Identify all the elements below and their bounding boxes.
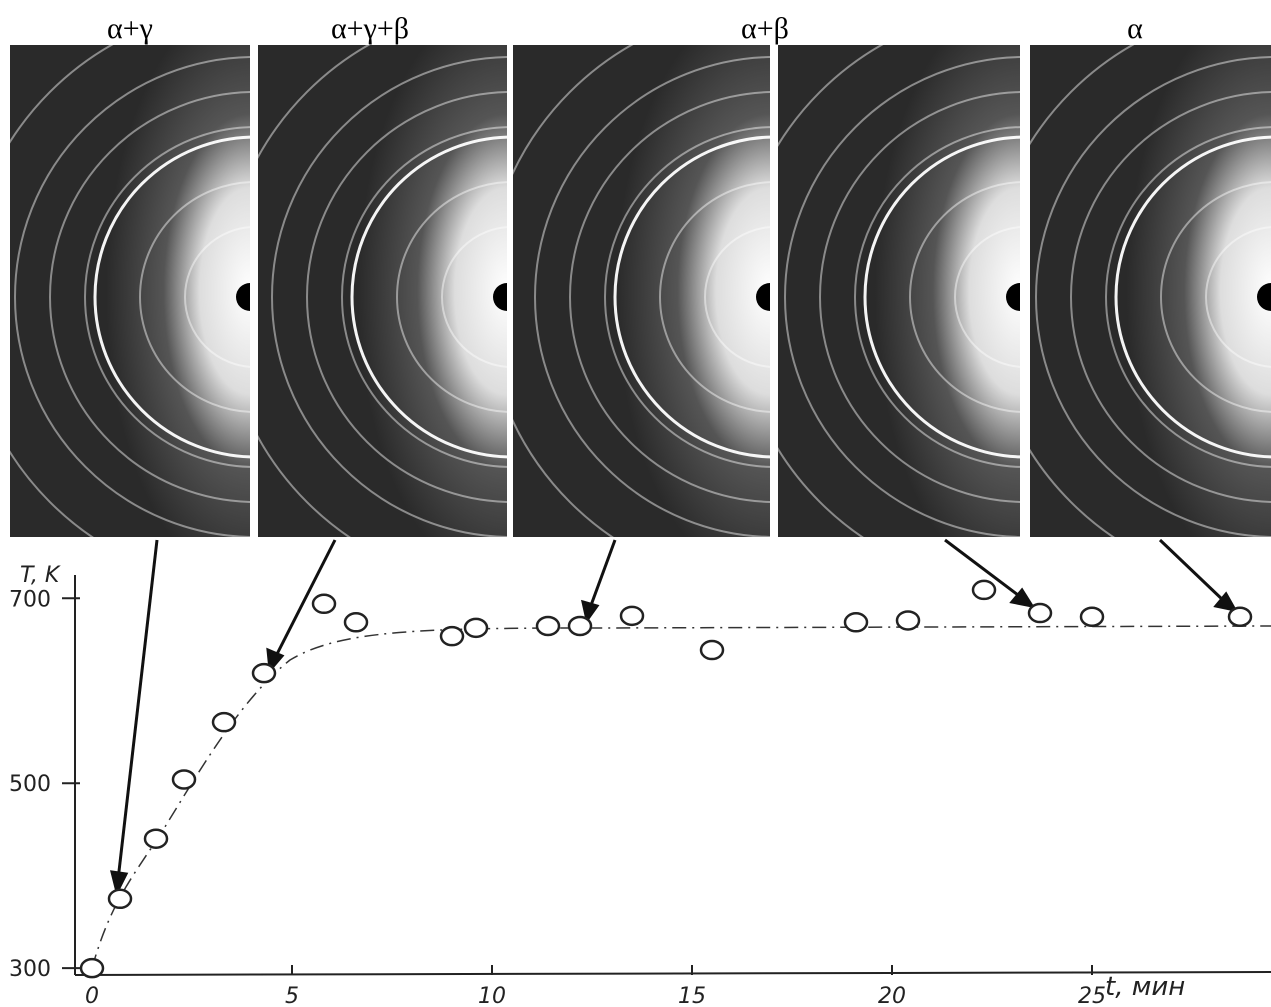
diffraction-image [778, 45, 1020, 537]
data-point [107, 888, 133, 910]
panel-label: α [1127, 12, 1143, 45]
data-point [843, 612, 869, 633]
x-tick-label: 25 [1078, 984, 1106, 1007]
x-tick-label: 5 [285, 984, 299, 1007]
data-point [79, 957, 105, 979]
panel-label: α+β [741, 12, 789, 45]
plot: 300 500 700 0 5 10 15 20 25 [9, 579, 1253, 1007]
arrow [588, 539, 617, 609]
diffraction-ring [396, 181, 507, 413]
diffraction-ring [14, 56, 250, 537]
beam-stop [1257, 283, 1271, 311]
data-point [463, 617, 489, 639]
data-point [343, 612, 369, 633]
diffraction-ring [909, 181, 1020, 413]
diffraction-ring [306, 91, 507, 503]
beam-stop [236, 283, 250, 311]
diffraction-ring [139, 181, 250, 413]
diffraction-ring [350, 135, 507, 459]
diffraction-panels: α+γ α+γ+β α+β α [10, 12, 1271, 537]
panel-label: α+γ+β [331, 12, 409, 45]
data-point [143, 828, 169, 849]
data-point [567, 615, 593, 637]
arrowhead [580, 599, 600, 624]
diffraction-ring [341, 126, 507, 468]
diffraction-ring [84, 126, 250, 468]
x-tick-label: 20 [878, 984, 906, 1007]
arrowhead [266, 647, 285, 674]
beam-stop [1006, 283, 1020, 311]
data-point [171, 769, 197, 790]
data-point [971, 579, 997, 601]
x-tick-label: 10 [478, 984, 506, 1007]
diffraction-ring [854, 126, 1020, 468]
diffraction-ring [184, 226, 250, 368]
arrow [944, 538, 1023, 600]
diffraction-ring [954, 226, 1020, 368]
diffraction-ring [863, 135, 1020, 459]
diffraction-ring [1035, 56, 1271, 537]
image-background [10, 45, 250, 537]
diffraction-ring [604, 126, 770, 468]
image-background [1030, 45, 1271, 537]
arrow [273, 539, 337, 659]
diffraction-image [513, 45, 770, 537]
data-point [439, 625, 465, 647]
diffraction-ring [1160, 181, 1271, 413]
image-background [778, 45, 1020, 537]
diffraction-ring [784, 56, 1020, 537]
diffraction-ring [271, 56, 507, 537]
data-point [535, 615, 561, 637]
diffraction-ring [819, 91, 1020, 503]
diffraction-ring [659, 181, 770, 413]
image-background [258, 45, 507, 537]
annotations: T, K t, мин [20, 538, 1271, 1002]
image-background [513, 45, 770, 537]
data-point [1027, 602, 1053, 624]
y-axis-label: T, K [20, 563, 61, 588]
diffraction-ring [569, 91, 770, 503]
beam-stop [493, 283, 507, 311]
data-point [1079, 606, 1105, 628]
x-tick-label: 0 [85, 984, 99, 1007]
x-tick-label: 15 [678, 984, 706, 1007]
diffraction-ring [49, 91, 250, 503]
diffraction-ring [1114, 135, 1271, 459]
y-tick-label: 500 [9, 772, 51, 797]
data-point [699, 639, 725, 661]
diffraction-ring [441, 226, 507, 368]
data-point [895, 610, 921, 631]
y-tick-label: 300 [9, 957, 51, 982]
diffraction-ring [93, 135, 250, 459]
arrow [1158, 538, 1227, 604]
data-point [211, 711, 237, 733]
diffraction-ring [1105, 126, 1271, 468]
data-point [619, 605, 645, 627]
data-point [251, 662, 277, 684]
diffraction-ring [534, 56, 770, 537]
diffraction-ring [1070, 91, 1271, 503]
diffraction-image [1030, 45, 1271, 537]
diffraction-ring [613, 135, 770, 459]
data-point [1227, 606, 1253, 628]
diffraction-ring [704, 226, 770, 368]
x-axis-label: t, мин [1105, 972, 1185, 1002]
y-tick-label: 700 [9, 587, 51, 612]
arrowhead [1213, 591, 1238, 613]
arrowhead [1009, 587, 1036, 609]
diffraction-ring [1205, 226, 1271, 368]
x-axis [74, 971, 1271, 976]
arrowhead [110, 870, 129, 897]
trend-curve [91, 625, 1271, 969]
data-point [311, 593, 337, 615]
arrow [116, 539, 159, 881]
diffraction-image [10, 45, 250, 537]
panel-label: α+γ [107, 12, 153, 45]
beam-stop [756, 283, 770, 311]
diffraction-image [258, 45, 507, 537]
